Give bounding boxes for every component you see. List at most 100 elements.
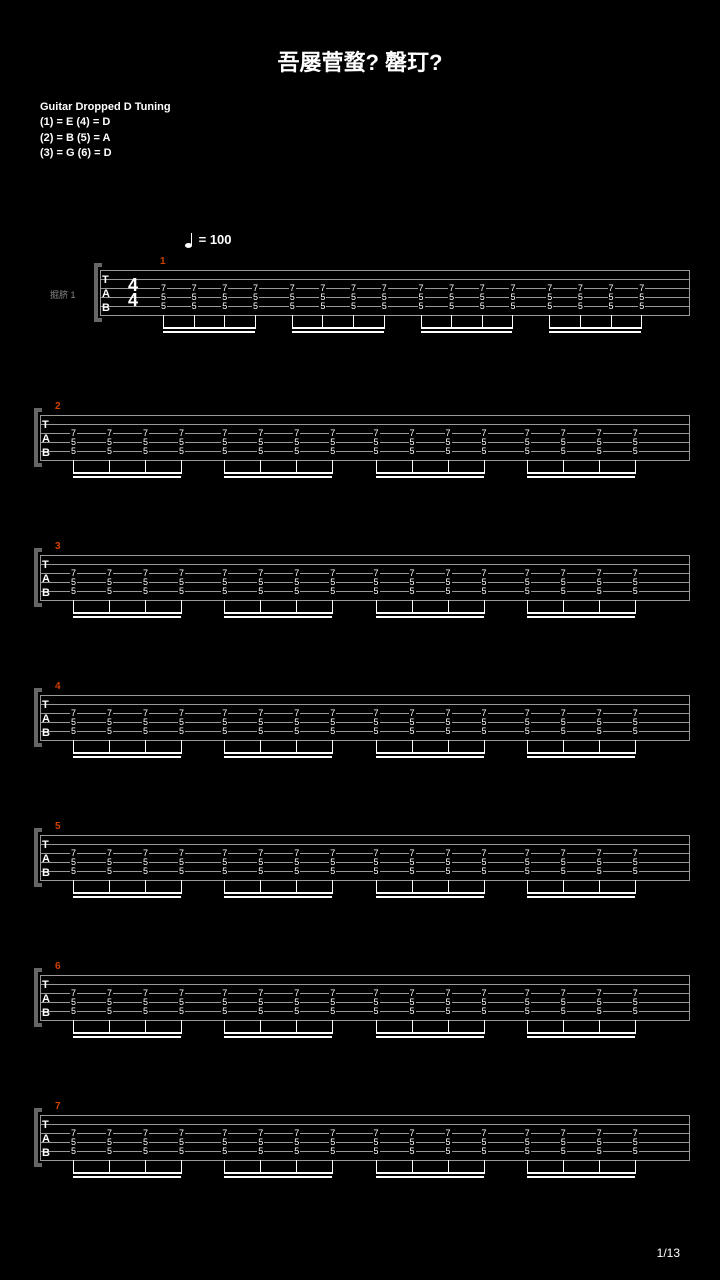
tab-string-line (40, 433, 690, 434)
fret-number: 5 (524, 586, 531, 596)
tab-clef-letter: T (42, 839, 49, 851)
page-number: 1/13 (657, 1246, 680, 1260)
tab-string-line (40, 555, 690, 556)
fret-number: 5 (178, 726, 185, 736)
fret-number: 5 (221, 726, 228, 736)
fret-number: 5 (329, 1146, 336, 1156)
system-bracket (34, 691, 38, 744)
note-beam (73, 472, 181, 474)
tab-string-line (40, 1020, 690, 1021)
fret-number: 5 (178, 1006, 185, 1016)
fret-number: 5 (106, 726, 113, 736)
tab-string-line (40, 460, 690, 461)
fret-number: 5 (409, 866, 416, 876)
fret-number: 5 (106, 1006, 113, 1016)
fret-number: 5 (221, 866, 228, 876)
tab-string-line (40, 862, 690, 863)
quarter-note-icon (185, 234, 191, 248)
tab-clef-letter: B (102, 302, 110, 314)
note-beam (527, 892, 635, 894)
fret-number: 5 (293, 726, 300, 736)
fret-number: 5 (560, 586, 567, 596)
fret-number: 5 (70, 866, 77, 876)
note-beam (376, 892, 484, 894)
tab-clef-letter: T (42, 979, 49, 991)
fret-number: 5 (509, 301, 516, 311)
tab-string-line (40, 573, 690, 574)
fret-number: 5 (221, 446, 228, 456)
fret-number: 5 (560, 726, 567, 736)
fret-number: 5 (191, 301, 198, 311)
fret-number: 5 (257, 1146, 264, 1156)
track-label: 掘脐 1 (50, 288, 76, 301)
fret-number: 5 (293, 1006, 300, 1016)
fret-number: 5 (106, 586, 113, 596)
fret-number: 5 (560, 1146, 567, 1156)
note-beam (224, 1032, 332, 1034)
fret-number: 5 (524, 1146, 531, 1156)
tab-string-line (40, 722, 690, 723)
system-bracket (34, 1111, 38, 1164)
tab-string-line (40, 695, 690, 696)
fret-number: 5 (350, 301, 357, 311)
fret-number: 5 (142, 586, 149, 596)
fret-number: 5 (546, 301, 553, 311)
fret-number: 5 (329, 726, 336, 736)
fret-number: 5 (445, 726, 452, 736)
fret-number: 5 (608, 301, 615, 311)
fret-number: 5 (560, 866, 567, 876)
tab-clef-letter: A (42, 433, 50, 445)
tuning-line: (2) = B (5) = A (40, 131, 171, 146)
fret-number: 5 (178, 1146, 185, 1156)
measure-number: 5 (55, 821, 61, 832)
tab-string-line (40, 1142, 690, 1143)
tab-string-line (40, 984, 690, 985)
fret-number: 5 (481, 1006, 488, 1016)
fret-number: 5 (596, 446, 603, 456)
note-beam (376, 472, 484, 474)
tab-clef-letter: A (42, 993, 50, 1005)
tab-string-line (40, 415, 690, 416)
fret-number: 5 (70, 1146, 77, 1156)
fret-number: 5 (632, 446, 639, 456)
fret-number: 5 (257, 586, 264, 596)
fret-number: 5 (373, 586, 380, 596)
system-bracket (34, 551, 38, 604)
fret-number: 5 (257, 446, 264, 456)
system-bracket (34, 971, 38, 1024)
tab-string-line (40, 713, 690, 714)
fret-number: 5 (596, 1146, 603, 1156)
tab-string-line (40, 1151, 690, 1152)
tab-string-line (40, 1124, 690, 1125)
fret-number: 5 (481, 446, 488, 456)
note-beam (549, 327, 641, 329)
tab-clef-letter: A (42, 853, 50, 865)
fret-number: 5 (142, 866, 149, 876)
fret-number: 5 (106, 866, 113, 876)
fret-number: 5 (448, 301, 455, 311)
fret-number: 5 (524, 446, 531, 456)
note-beam (73, 1172, 181, 1174)
tab-string-line (100, 279, 690, 280)
tab-string-line (40, 993, 690, 994)
measure-number: 7 (55, 1101, 61, 1112)
fret-number: 5 (293, 446, 300, 456)
fret-number: 5 (373, 866, 380, 876)
tuning-line: (1) = E (4) = D (40, 115, 171, 130)
fret-number: 5 (560, 1006, 567, 1016)
tab-string-line (40, 451, 690, 452)
note-beam (376, 1172, 484, 1174)
note-beam (224, 892, 332, 894)
system-bracket (34, 831, 38, 884)
fret-number: 5 (596, 726, 603, 736)
fret-number: 5 (373, 1006, 380, 1016)
fret-number: 5 (257, 866, 264, 876)
fret-number: 5 (445, 1146, 452, 1156)
tab-clef-letter: T (42, 419, 49, 431)
fret-number: 5 (221, 1006, 228, 1016)
tab-string-line (40, 424, 690, 425)
fret-number: 5 (106, 1146, 113, 1156)
tab-string-line (40, 704, 690, 705)
note-beam (73, 612, 181, 614)
tab-string-line (100, 288, 690, 289)
